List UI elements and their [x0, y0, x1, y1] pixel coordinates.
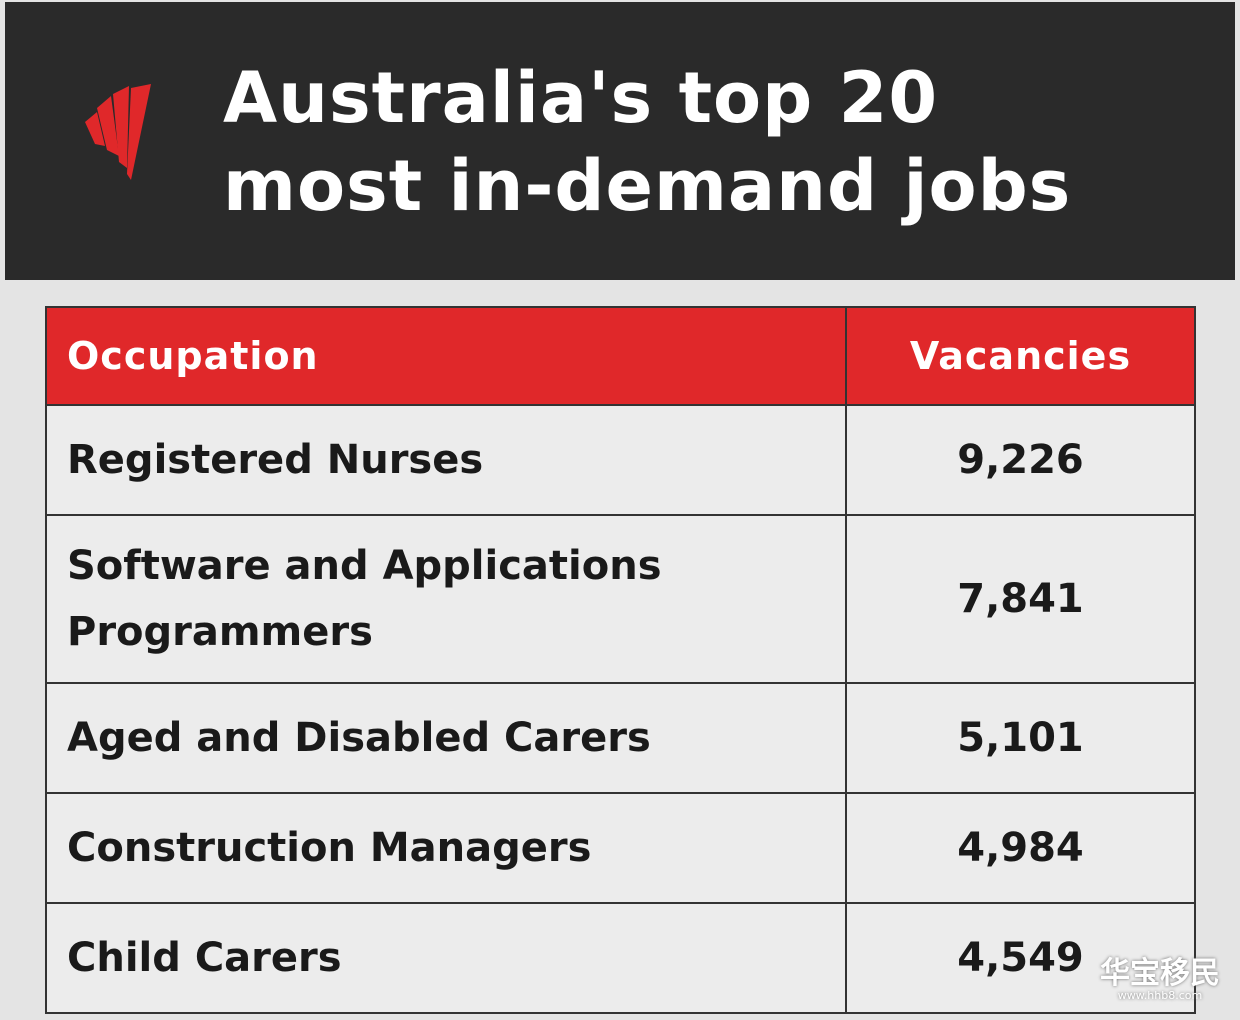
table-row: Aged and Disabled Carers 5,101	[45, 682, 1196, 794]
column-header: Vacancies	[845, 306, 1196, 406]
vacancies-cell: 7,841	[845, 514, 1196, 684]
vacancies-cell: 4,549	[845, 902, 1196, 1014]
occupation-cell: Child Carers	[45, 902, 847, 1014]
vacancies-cell: 9,226	[845, 404, 1196, 516]
vacancies-cell: 4,984	[845, 792, 1196, 904]
header-row: Occupation Vacancies	[45, 306, 1196, 406]
table-row: Software and Applications Programmers 7,8…	[45, 514, 1196, 684]
occupation-cell: Software and Applications Programmers	[45, 514, 847, 684]
vacancies-table: Occupation Vacancies Registered Nurses 9,…	[45, 306, 1196, 1014]
occupation-cell: Construction Managers	[45, 792, 847, 904]
banner: Australia's top 20 most in-demand jobs	[5, 2, 1235, 280]
vacancies-cell: 5,101	[845, 682, 1196, 794]
logo	[85, 84, 151, 180]
watermark: 华宝移民 www.hhb8.com	[1100, 958, 1220, 1002]
watermark-url: www.hhb8.com	[1117, 989, 1203, 1002]
table-row: Registered Nurses 9,226	[45, 404, 1196, 516]
occupation-cell: Aged and Disabled Carers	[45, 682, 847, 794]
occupation-cell: Registered Nurses	[45, 404, 847, 516]
table-row: Construction Managers 4,984	[45, 792, 1196, 904]
column-header: Occupation	[45, 306, 847, 406]
title: Australia's top 20 most in-demand jobs	[223, 57, 1072, 227]
table-row: Child Carers 4,549	[45, 902, 1196, 1014]
watermark-name: 华宝移民	[1100, 956, 1220, 991]
